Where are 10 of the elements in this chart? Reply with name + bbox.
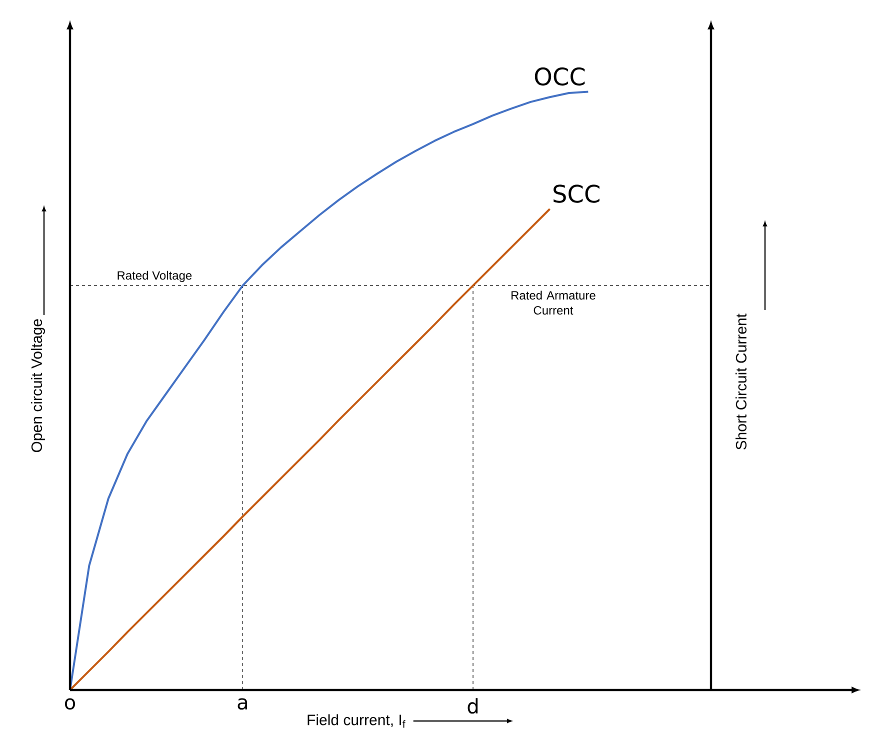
x-tick-label: d	[468, 698, 478, 714]
ref-line-label: Rated Voltage	[118, 270, 192, 282]
x-tick-label: o	[64, 698, 76, 710]
series-label: SCC	[554, 184, 600, 203]
y-axis-title: Open circuit Voltage	[31, 319, 45, 452]
text: Short Circuit Current	[736, 314, 747, 450]
x-tick-label: a	[238, 698, 248, 710]
annotation: Rated Armature Current	[512, 290, 596, 315]
x-axis-title: Field current, I$_{f}$	[308, 714, 406, 728]
series-label: OCC	[534, 67, 585, 86]
